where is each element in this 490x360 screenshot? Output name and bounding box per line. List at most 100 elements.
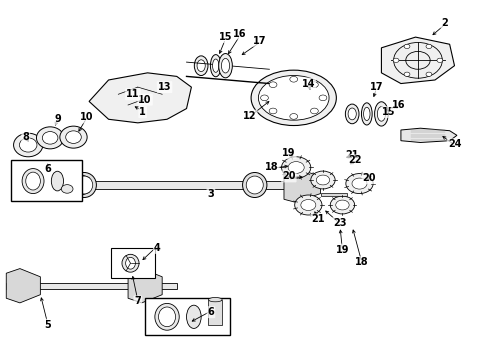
- Ellipse shape: [20, 138, 37, 152]
- Ellipse shape: [72, 172, 97, 198]
- Bar: [208, 300, 222, 325]
- Text: 9: 9: [54, 114, 61, 124]
- Circle shape: [311, 171, 335, 189]
- Bar: [320, 193, 347, 196]
- Circle shape: [269, 108, 277, 114]
- Ellipse shape: [26, 172, 40, 190]
- Text: 10: 10: [80, 112, 94, 122]
- Ellipse shape: [208, 297, 222, 302]
- Ellipse shape: [14, 133, 43, 157]
- Text: 8: 8: [23, 132, 29, 142]
- Ellipse shape: [66, 131, 81, 143]
- Ellipse shape: [60, 126, 87, 148]
- Polygon shape: [6, 269, 40, 303]
- Circle shape: [269, 82, 277, 87]
- Text: 15: 15: [219, 32, 232, 42]
- Ellipse shape: [377, 107, 386, 121]
- Ellipse shape: [246, 176, 263, 194]
- Text: 18: 18: [265, 162, 279, 172]
- Polygon shape: [128, 269, 162, 303]
- Text: 6: 6: [208, 307, 214, 317]
- Text: 6: 6: [44, 164, 51, 174]
- Text: 16: 16: [233, 28, 247, 39]
- Circle shape: [294, 195, 322, 215]
- Bar: [6, 283, 177, 289]
- Circle shape: [336, 200, 349, 210]
- Ellipse shape: [364, 107, 370, 121]
- Text: 3: 3: [208, 189, 214, 199]
- Bar: [111, 248, 155, 278]
- Polygon shape: [381, 37, 455, 84]
- Ellipse shape: [210, 55, 221, 77]
- Bar: [145, 298, 230, 336]
- Circle shape: [319, 95, 327, 101]
- Text: 4: 4: [154, 243, 161, 253]
- Text: 20: 20: [363, 173, 376, 183]
- Text: 14: 14: [301, 78, 315, 89]
- Ellipse shape: [187, 305, 201, 328]
- Text: 18: 18: [355, 257, 369, 267]
- Circle shape: [393, 58, 399, 63]
- Circle shape: [282, 157, 311, 178]
- Ellipse shape: [159, 307, 175, 327]
- Polygon shape: [89, 73, 192, 123]
- Ellipse shape: [197, 60, 205, 72]
- Text: 21: 21: [311, 214, 325, 224]
- Text: 22: 22: [348, 156, 361, 165]
- Bar: [50, 181, 318, 189]
- Circle shape: [404, 44, 410, 49]
- Circle shape: [346, 174, 373, 194]
- Ellipse shape: [251, 70, 336, 126]
- Circle shape: [426, 72, 432, 76]
- Text: 2: 2: [441, 18, 448, 28]
- Circle shape: [311, 108, 319, 114]
- Ellipse shape: [345, 104, 359, 124]
- Circle shape: [290, 113, 297, 119]
- Circle shape: [311, 82, 319, 87]
- Ellipse shape: [348, 108, 356, 120]
- Ellipse shape: [221, 58, 230, 73]
- Polygon shape: [60, 170, 89, 200]
- Text: 16: 16: [392, 100, 405, 110]
- Circle shape: [261, 95, 269, 101]
- Text: 7: 7: [134, 296, 141, 306]
- Text: 17: 17: [253, 36, 267, 46]
- Ellipse shape: [22, 168, 44, 194]
- Text: 17: 17: [370, 82, 383, 92]
- Text: 11: 11: [126, 89, 140, 99]
- Circle shape: [352, 178, 367, 189]
- Ellipse shape: [258, 76, 329, 120]
- Text: 23: 23: [333, 218, 347, 228]
- Ellipse shape: [75, 176, 93, 194]
- Text: 12: 12: [243, 111, 257, 121]
- Ellipse shape: [155, 303, 179, 330]
- Polygon shape: [401, 128, 457, 143]
- Ellipse shape: [243, 172, 267, 198]
- Circle shape: [437, 58, 443, 63]
- Circle shape: [61, 185, 73, 193]
- Ellipse shape: [362, 103, 372, 125]
- Bar: [11, 160, 82, 202]
- Text: 13: 13: [158, 82, 172, 92]
- Text: 19: 19: [336, 245, 349, 255]
- Circle shape: [426, 44, 432, 49]
- Ellipse shape: [36, 127, 64, 149]
- Ellipse shape: [51, 171, 64, 191]
- Text: 20: 20: [282, 171, 295, 181]
- Text: 10: 10: [138, 95, 152, 105]
- Ellipse shape: [195, 56, 208, 76]
- Ellipse shape: [219, 54, 232, 78]
- Text: 24: 24: [448, 139, 461, 149]
- Text: 1: 1: [139, 107, 146, 117]
- Text: 21: 21: [345, 150, 359, 160]
- Ellipse shape: [213, 59, 219, 72]
- Ellipse shape: [122, 254, 139, 272]
- Text: 15: 15: [382, 107, 395, 117]
- Text: 19: 19: [282, 148, 295, 158]
- Polygon shape: [284, 168, 320, 202]
- Text: 5: 5: [44, 320, 51, 330]
- Ellipse shape: [374, 102, 388, 126]
- Circle shape: [330, 196, 355, 214]
- Circle shape: [290, 76, 297, 82]
- Circle shape: [301, 199, 316, 211]
